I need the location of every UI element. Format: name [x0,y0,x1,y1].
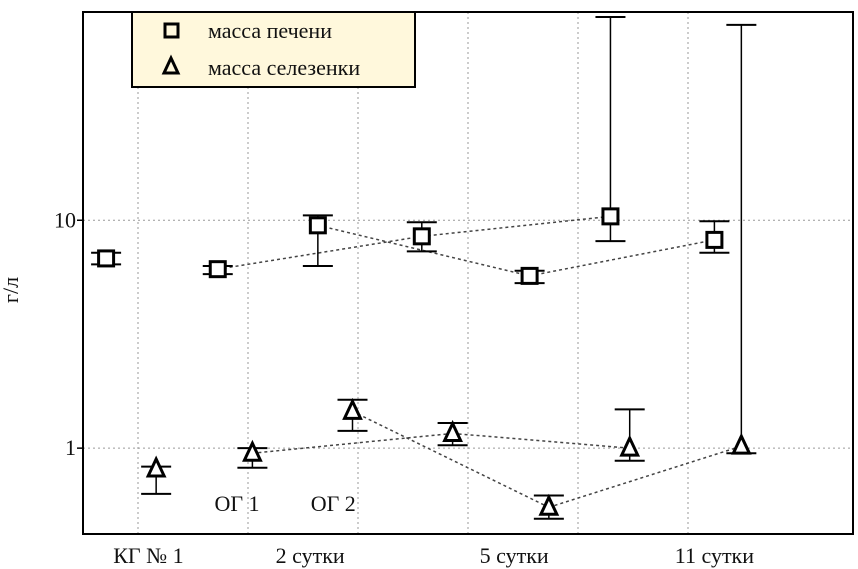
group-label: ОГ 2 [311,491,356,516]
data-point-square [705,230,724,249]
data-point-square [308,216,327,235]
legend-square-icon [163,22,180,39]
legend-label-liver: масса печени [208,18,332,43]
x-tick-label: 2 сутки [276,543,345,568]
legend: масса печени масса селезенки [131,11,416,88]
connection-line [548,445,742,509]
data-point-square [97,249,116,268]
y-axis-label: г/л [0,277,23,303]
connection-line [352,410,550,508]
connection-line [217,235,422,270]
group-label: ОГ 1 [214,491,259,516]
data-point-square [601,207,620,226]
group-labels: ОГ 1 ОГ 2 [214,491,355,516]
y-tick-label: 1 [65,435,76,460]
grid [83,12,853,534]
x-tick-labels: КГ № 1 2 сутки 5 сутки 11 сутки [113,543,754,568]
y-tick-label: 10 [54,207,76,232]
legend-triangle-icon [161,54,181,75]
data-point-triangle [342,397,363,420]
data-point-triangle [442,419,463,442]
plot-frame [82,11,854,535]
connection-line [529,239,715,277]
data-point-triangle [619,434,641,457]
x-tick-label: 5 сутки [480,543,549,568]
connection-line [421,215,611,238]
markers [97,207,752,516]
x-tick-label: КГ № 1 [113,543,183,568]
legend-label-spleen: масса селезенки [208,55,360,80]
data-point-triangle [242,439,263,462]
data-point-square [208,260,227,279]
data-point-triangle [145,455,167,478]
data-point-triangle [730,432,752,455]
x-tick-label: 11 сутки [675,543,754,568]
data-point-square [520,266,539,285]
y-tick-labels: 1 10 [54,207,83,460]
data-point-square [412,227,431,246]
data-point-triangle [538,493,560,516]
